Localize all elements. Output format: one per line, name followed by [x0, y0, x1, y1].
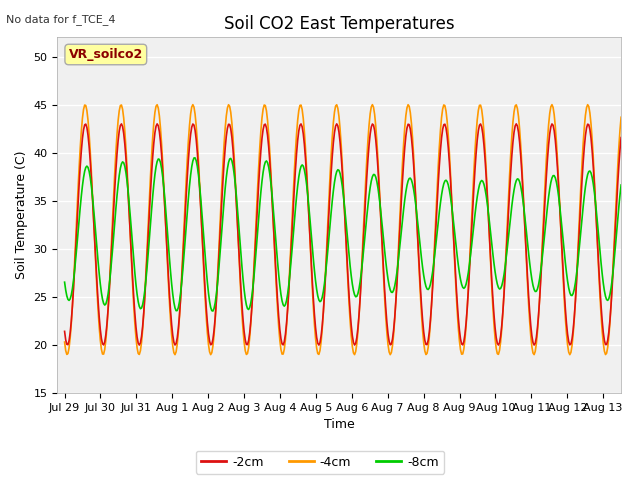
-2cm	[513, 121, 520, 127]
-4cm	[189, 102, 196, 108]
-4cm	[330, 120, 337, 125]
-8cm	[364, 203, 372, 208]
Line: -2cm: -2cm	[65, 124, 621, 345]
-2cm	[519, 189, 527, 194]
-8cm	[191, 155, 199, 161]
-2cm	[363, 174, 371, 180]
-4cm	[393, 277, 401, 283]
-4cm	[518, 162, 525, 168]
-8cm	[606, 292, 614, 298]
X-axis label: Time: Time	[324, 419, 355, 432]
Title: Soil CO2 East Temperatures: Soil CO2 East Temperatures	[224, 15, 454, 33]
Legend: -2cm, -4cm, -8cm: -2cm, -4cm, -8cm	[196, 451, 444, 474]
Line: -4cm: -4cm	[65, 105, 621, 355]
-8cm	[209, 308, 217, 314]
-8cm	[331, 180, 339, 185]
Text: VR_soilco2: VR_soilco2	[68, 48, 143, 61]
-8cm	[394, 260, 402, 266]
-2cm	[61, 328, 68, 334]
-8cm	[617, 182, 625, 188]
-8cm	[61, 279, 68, 285]
-2cm	[330, 140, 337, 145]
-2cm	[606, 317, 614, 323]
-4cm	[606, 319, 614, 325]
Line: -8cm: -8cm	[65, 158, 621, 311]
-8cm	[327, 210, 335, 216]
-2cm	[393, 281, 401, 287]
-4cm	[363, 156, 371, 162]
-2cm	[136, 342, 143, 348]
-2cm	[617, 135, 625, 141]
-8cm	[519, 198, 527, 204]
-4cm	[566, 352, 573, 358]
-2cm	[326, 189, 334, 195]
Y-axis label: Soil Temperature (C): Soil Temperature (C)	[15, 151, 28, 279]
Text: No data for f_TCE_4: No data for f_TCE_4	[6, 14, 116, 25]
-4cm	[61, 339, 68, 345]
-4cm	[617, 114, 625, 120]
-4cm	[326, 173, 334, 179]
